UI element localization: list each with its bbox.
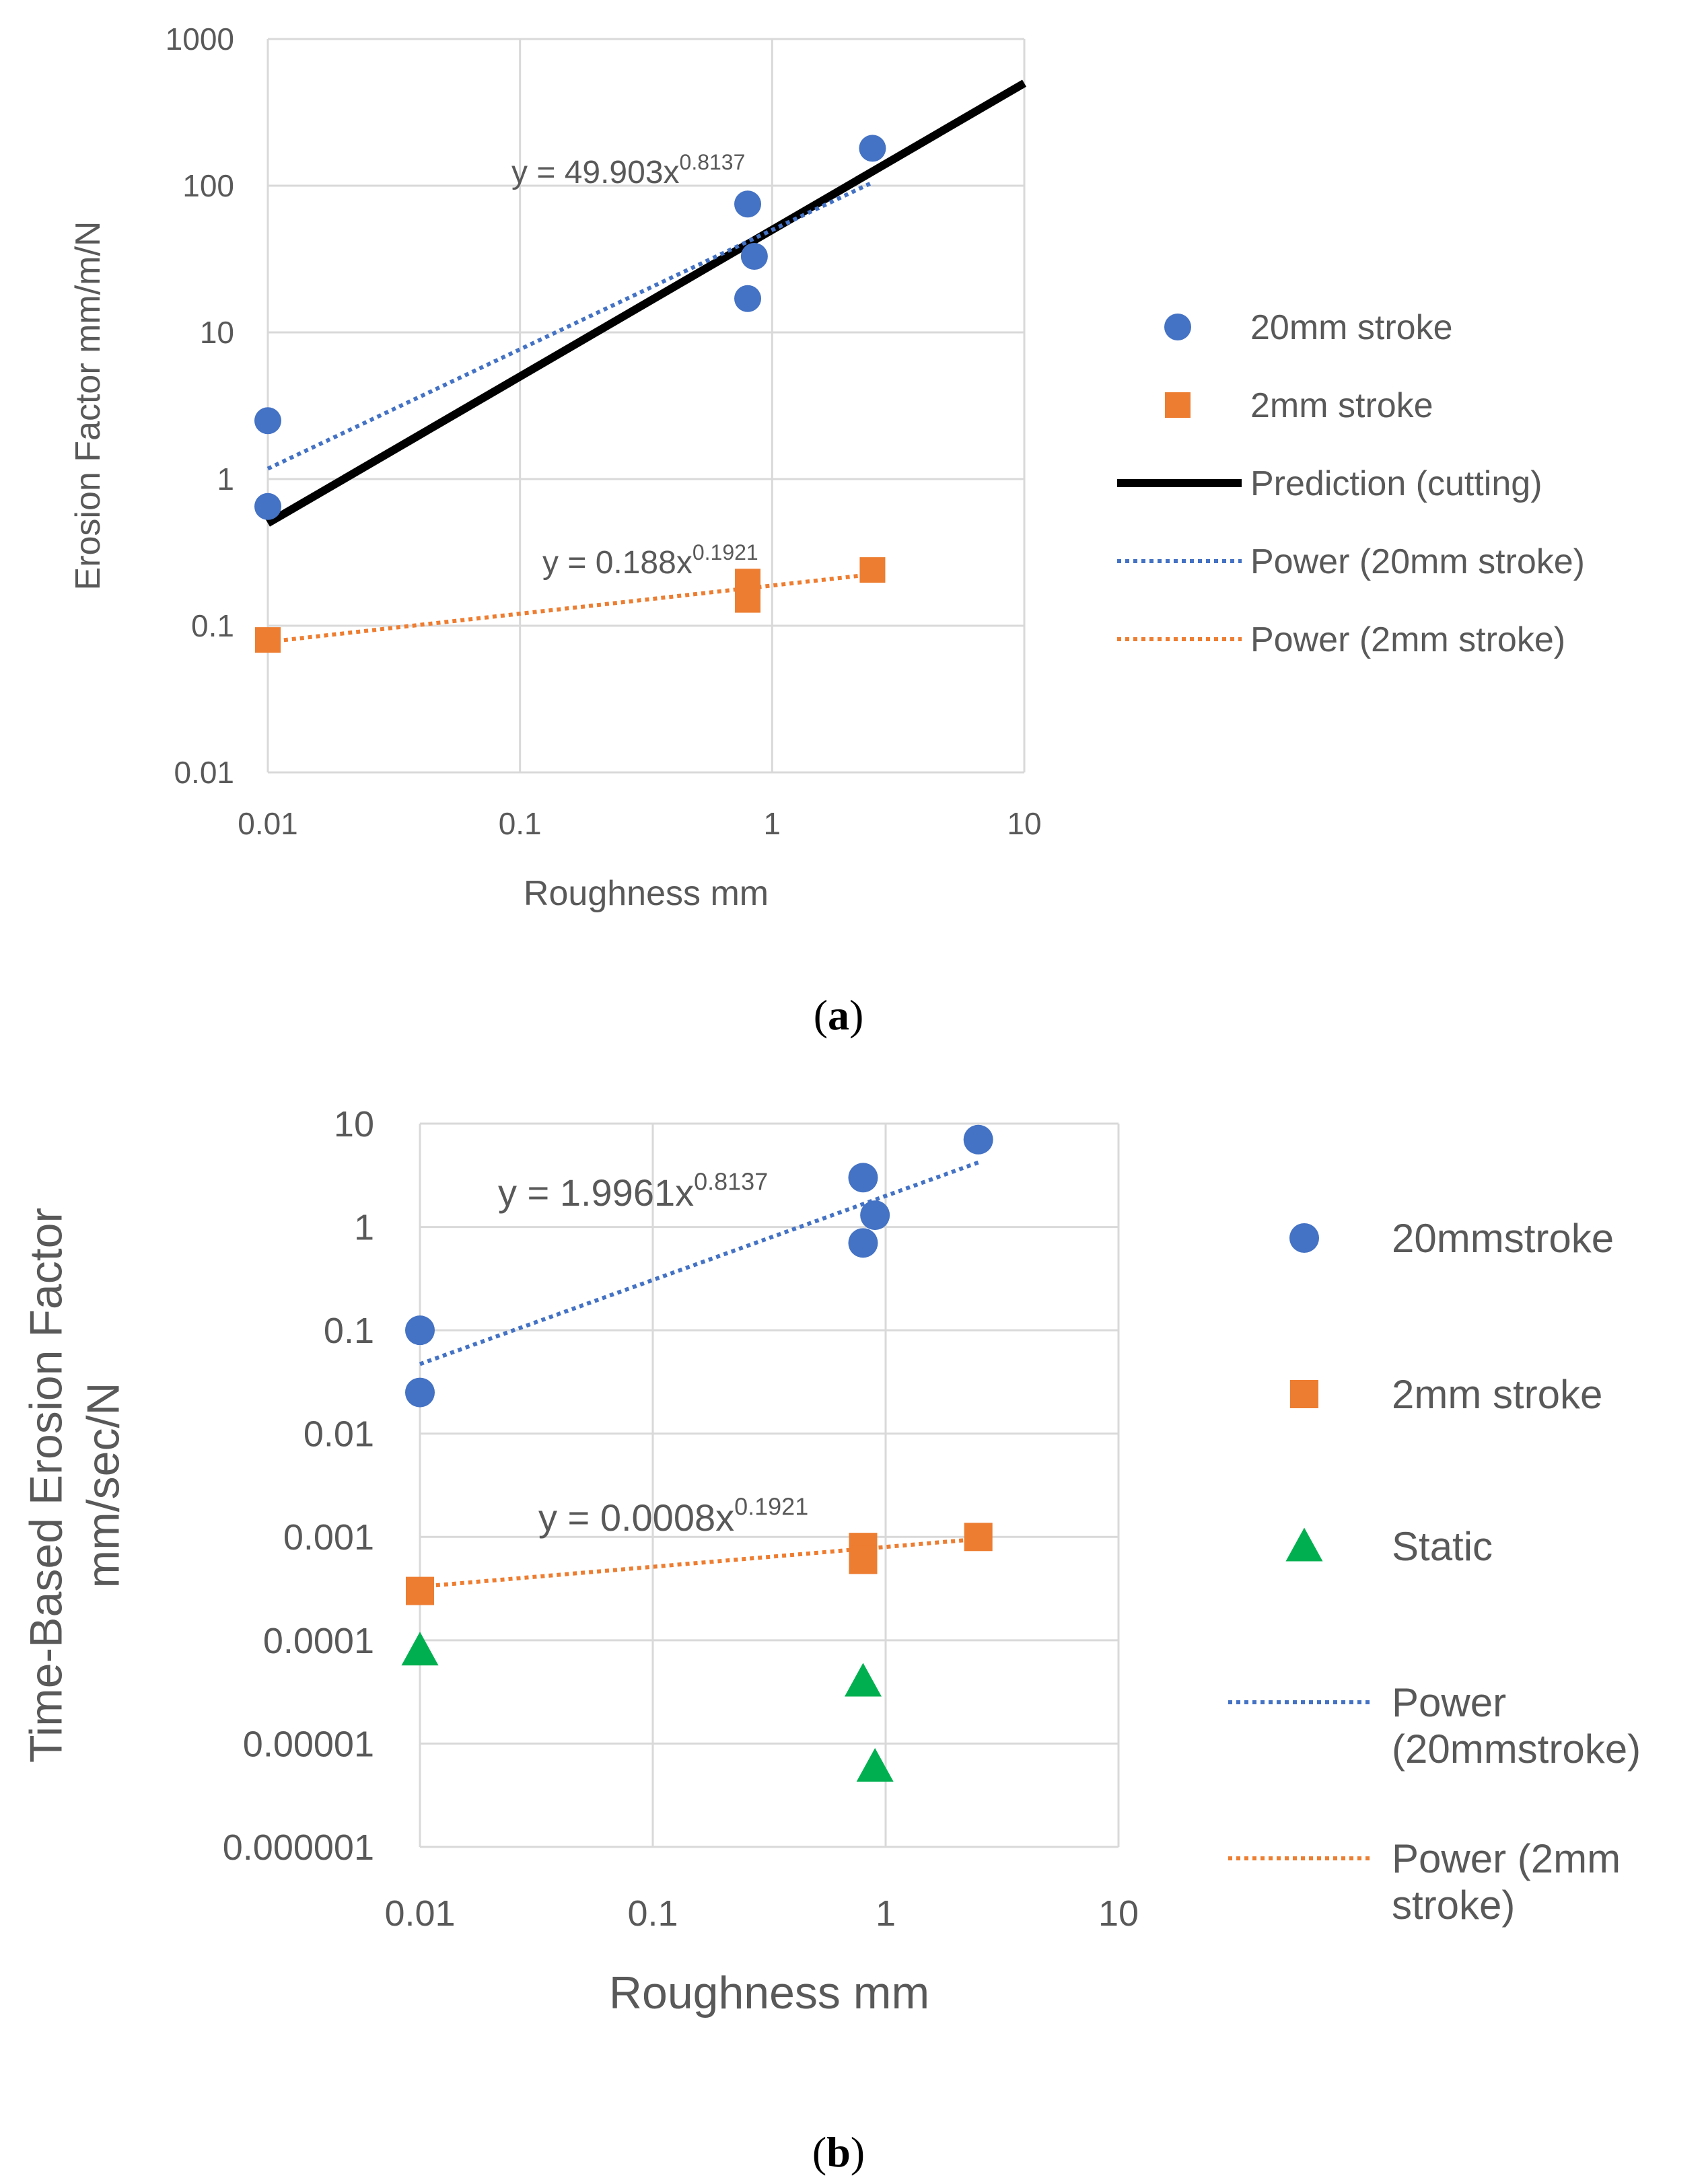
y-tick-label: 1000 <box>166 22 234 57</box>
x-tick-label: 10 <box>1007 806 1041 841</box>
panel-a: 0.01 0.1 1 10 0.01 0.1 1 10 100 1000 Roughness mm E… <box>69 22 1585 1039</box>
static-point <box>856 1747 894 1782</box>
x-tick-label: 0.1 <box>499 806 542 841</box>
y-tick-label: 0.1 <box>191 608 234 643</box>
caption-close-paren: ) <box>851 2128 865 2176</box>
legend-label: Power (2mm stroke) <box>1250 620 1565 659</box>
y-tick-label: 1 <box>354 1207 374 1247</box>
20mm-stroke-point <box>254 493 281 520</box>
y-axis-title: Erosion Factor mm/m/N <box>69 221 108 591</box>
equation-exponent: 0.8137 <box>680 150 746 174</box>
caption-open-paren: ( <box>814 991 828 1039</box>
2mm-stroke-point <box>849 1545 878 1574</box>
legend-label: 2mm stroke <box>1250 386 1433 425</box>
2mm-stroke-point <box>735 587 761 613</box>
caption-open-paren: ( <box>812 2128 826 2176</box>
legend-2mm-stroke-marker <box>1165 392 1191 418</box>
20mmstroke-point <box>963 1124 993 1155</box>
legend-20mm-stroke-marker <box>1164 314 1191 340</box>
legend-label: 2mm stroke <box>1392 1372 1602 1417</box>
prediction-cutting-line <box>265 79 1027 527</box>
x-tick-label: 10 <box>1098 1893 1139 1934</box>
x-tick-label: 0.01 <box>384 1893 455 1934</box>
x-tick-label: 1 <box>764 806 781 841</box>
y-tick-label: 0.001 <box>283 1517 374 1558</box>
y-tick-label: 0.01 <box>304 1414 374 1455</box>
legend-20mmstroke-marker <box>1289 1223 1319 1253</box>
legend-label: Prediction (cutting) <box>1250 464 1542 503</box>
y-tick-label: 10 <box>200 315 234 350</box>
20mm-stroke-point <box>740 242 768 270</box>
caption-close-paren: ) <box>849 991 863 1039</box>
2mm-stroke-point <box>859 557 886 583</box>
20mmstroke-point <box>860 1200 890 1231</box>
panel-caption: (b) <box>812 2128 865 2176</box>
power-20mmstroke-line <box>419 1160 979 1367</box>
y-axis-title: Time-Based Erosion Factor <box>20 1208 71 1763</box>
caption-letter: b <box>826 2128 851 2176</box>
caption-letter: a <box>828 991 849 1039</box>
legend-static-marker <box>1285 1527 1323 1562</box>
20mmstroke-point <box>405 1377 435 1408</box>
equation-base: y = 1.9961x <box>498 1171 694 1214</box>
20mm-stroke-point <box>859 135 886 162</box>
y-tick-label: 0.000001 <box>223 1827 374 1868</box>
y-tick-label: 0.01 <box>174 755 234 790</box>
y-tick-label: 0.00001 <box>243 1724 374 1764</box>
equation-exponent: 0.1921 <box>734 1492 808 1520</box>
y-tick-label: 1 <box>217 462 234 497</box>
legend-label: (20mmstroke) <box>1392 1726 1641 1772</box>
panel-caption: (a) <box>814 991 864 1039</box>
x-tick-label: 1 <box>876 1893 896 1934</box>
20mm-stroke-point <box>734 285 762 312</box>
legend-label: Power <box>1392 1680 1506 1725</box>
legend-2mm-stroke-marker <box>1290 1380 1318 1408</box>
static-point <box>844 1663 882 1697</box>
x-tick-label: 0.01 <box>238 806 298 841</box>
equation-base: y = 0.188x <box>542 545 693 581</box>
static-point <box>401 1632 439 1666</box>
20mmstroke-point <box>405 1315 435 1346</box>
y-tick-label: 0.0001 <box>263 1621 374 1661</box>
20mmstroke-point <box>848 1163 878 1193</box>
legend-label: Static <box>1392 1524 1493 1569</box>
legend-label: stroke) <box>1392 1883 1515 1928</box>
trendline-equation: y = 0.188x0.1921 <box>542 540 758 581</box>
legend-label: 20mmstroke <box>1392 1216 1614 1261</box>
equation-exponent: 0.1921 <box>693 540 758 565</box>
2mm-stroke-point <box>964 1523 993 1552</box>
legend-label: 20mm stroke <box>1250 308 1453 347</box>
20mm-stroke-point <box>734 190 762 218</box>
legend-label: Power (2mm <box>1392 1836 1621 1881</box>
trendline-equation: y = 49.903x0.8137 <box>511 150 745 190</box>
y-tick-label: 0.1 <box>324 1311 374 1351</box>
y-tick-label: 100 <box>182 168 234 203</box>
x-axis-title: Roughness mm <box>524 874 769 913</box>
equation-base: y = 49.903x <box>511 155 680 190</box>
y-tick-label: 10 <box>334 1104 374 1144</box>
panel-b: 0.01 0.1 1 10 0.000001 0.00001 0.0001 0.001 0.01… <box>20 1104 1641 2176</box>
x-tick-label: 0.1 <box>627 1893 678 1934</box>
2mm-stroke-point <box>255 627 281 653</box>
20mm-stroke-point <box>254 407 281 435</box>
legend-label: Power (20mm stroke) <box>1250 542 1585 581</box>
y-axis-title: mm/sec/N <box>77 1383 129 1589</box>
equation-base: y = 0.0008x <box>538 1496 734 1539</box>
power-20mm-stroke-line <box>267 180 874 471</box>
x-axis-title: Roughness mm <box>609 1967 929 2018</box>
trendline-equation: y = 0.0008x0.1921 <box>538 1492 808 1539</box>
20mmstroke-point <box>848 1228 878 1258</box>
2mm-stroke-point <box>406 1576 434 1605</box>
equation-exponent: 0.8137 <box>694 1167 768 1195</box>
trendline-equation: y = 1.9961x0.8137 <box>498 1167 768 1214</box>
